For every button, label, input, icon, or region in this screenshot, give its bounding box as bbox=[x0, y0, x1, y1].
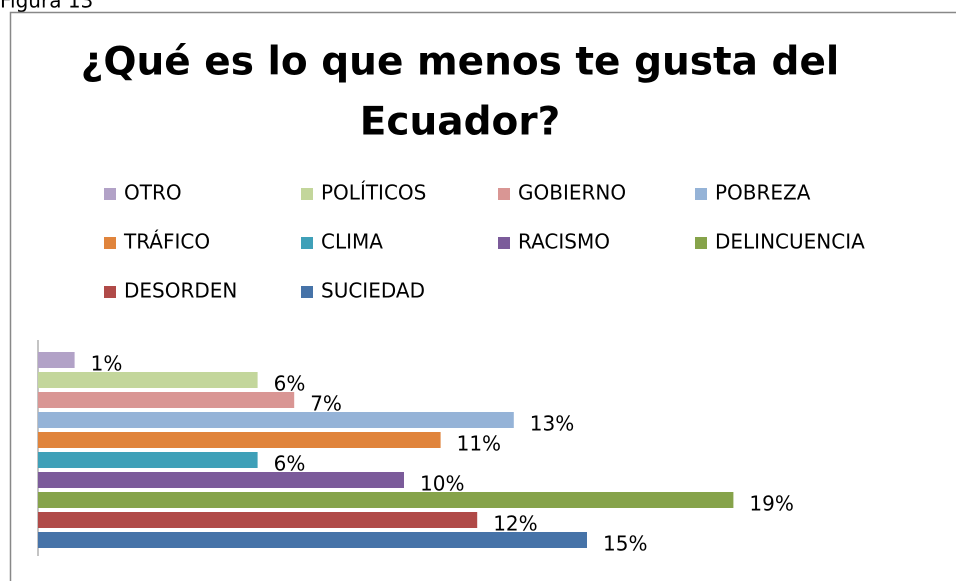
data-label: 1% bbox=[91, 352, 123, 376]
figure-label: Figura 13 bbox=[0, 0, 93, 13]
legend-swatch bbox=[104, 237, 116, 249]
bar bbox=[38, 412, 514, 428]
legend-swatch bbox=[301, 286, 313, 298]
chart-title: ¿Qué es lo que menos te gusta del bbox=[81, 40, 840, 85]
legend-label: OTRO bbox=[124, 181, 182, 205]
bar bbox=[38, 532, 587, 548]
legend-label: DESORDEN bbox=[124, 279, 237, 303]
data-label: 12% bbox=[493, 512, 537, 536]
data-label: 13% bbox=[530, 412, 574, 436]
legend-label: GOBIERNO bbox=[518, 181, 626, 205]
legend-swatch bbox=[498, 237, 510, 249]
bar bbox=[38, 472, 404, 488]
legend-label: SUCIEDAD bbox=[321, 279, 425, 303]
data-label: 11% bbox=[457, 432, 501, 456]
legend-label: CLIMA bbox=[321, 230, 383, 254]
legend-label: POLÍTICOS bbox=[321, 181, 426, 205]
chart-title: Ecuador? bbox=[360, 100, 560, 145]
bar bbox=[38, 372, 258, 388]
bar bbox=[38, 492, 733, 508]
data-label: 15% bbox=[603, 532, 647, 556]
legend-label: DELINCUENCIA bbox=[715, 230, 865, 254]
legend-swatch bbox=[695, 188, 707, 200]
bar bbox=[38, 352, 75, 368]
data-label: 6% bbox=[274, 452, 306, 476]
data-label: 6% bbox=[274, 372, 306, 396]
legend-label: TRÁFICO bbox=[123, 230, 210, 254]
legend-swatch bbox=[301, 237, 313, 249]
bar bbox=[38, 432, 441, 448]
legend-swatch bbox=[301, 188, 313, 200]
bar bbox=[38, 512, 477, 528]
data-label: 10% bbox=[420, 472, 464, 496]
legend-swatch bbox=[104, 286, 116, 298]
legend-swatch bbox=[695, 237, 707, 249]
bar bbox=[38, 392, 294, 408]
legend-swatch bbox=[498, 188, 510, 200]
legend-label: POBREZA bbox=[715, 181, 811, 205]
legend-swatch bbox=[104, 188, 116, 200]
bar bbox=[38, 452, 258, 468]
data-label: 19% bbox=[749, 492, 793, 516]
data-label: 7% bbox=[310, 392, 342, 416]
legend-label: RACISMO bbox=[518, 230, 610, 254]
